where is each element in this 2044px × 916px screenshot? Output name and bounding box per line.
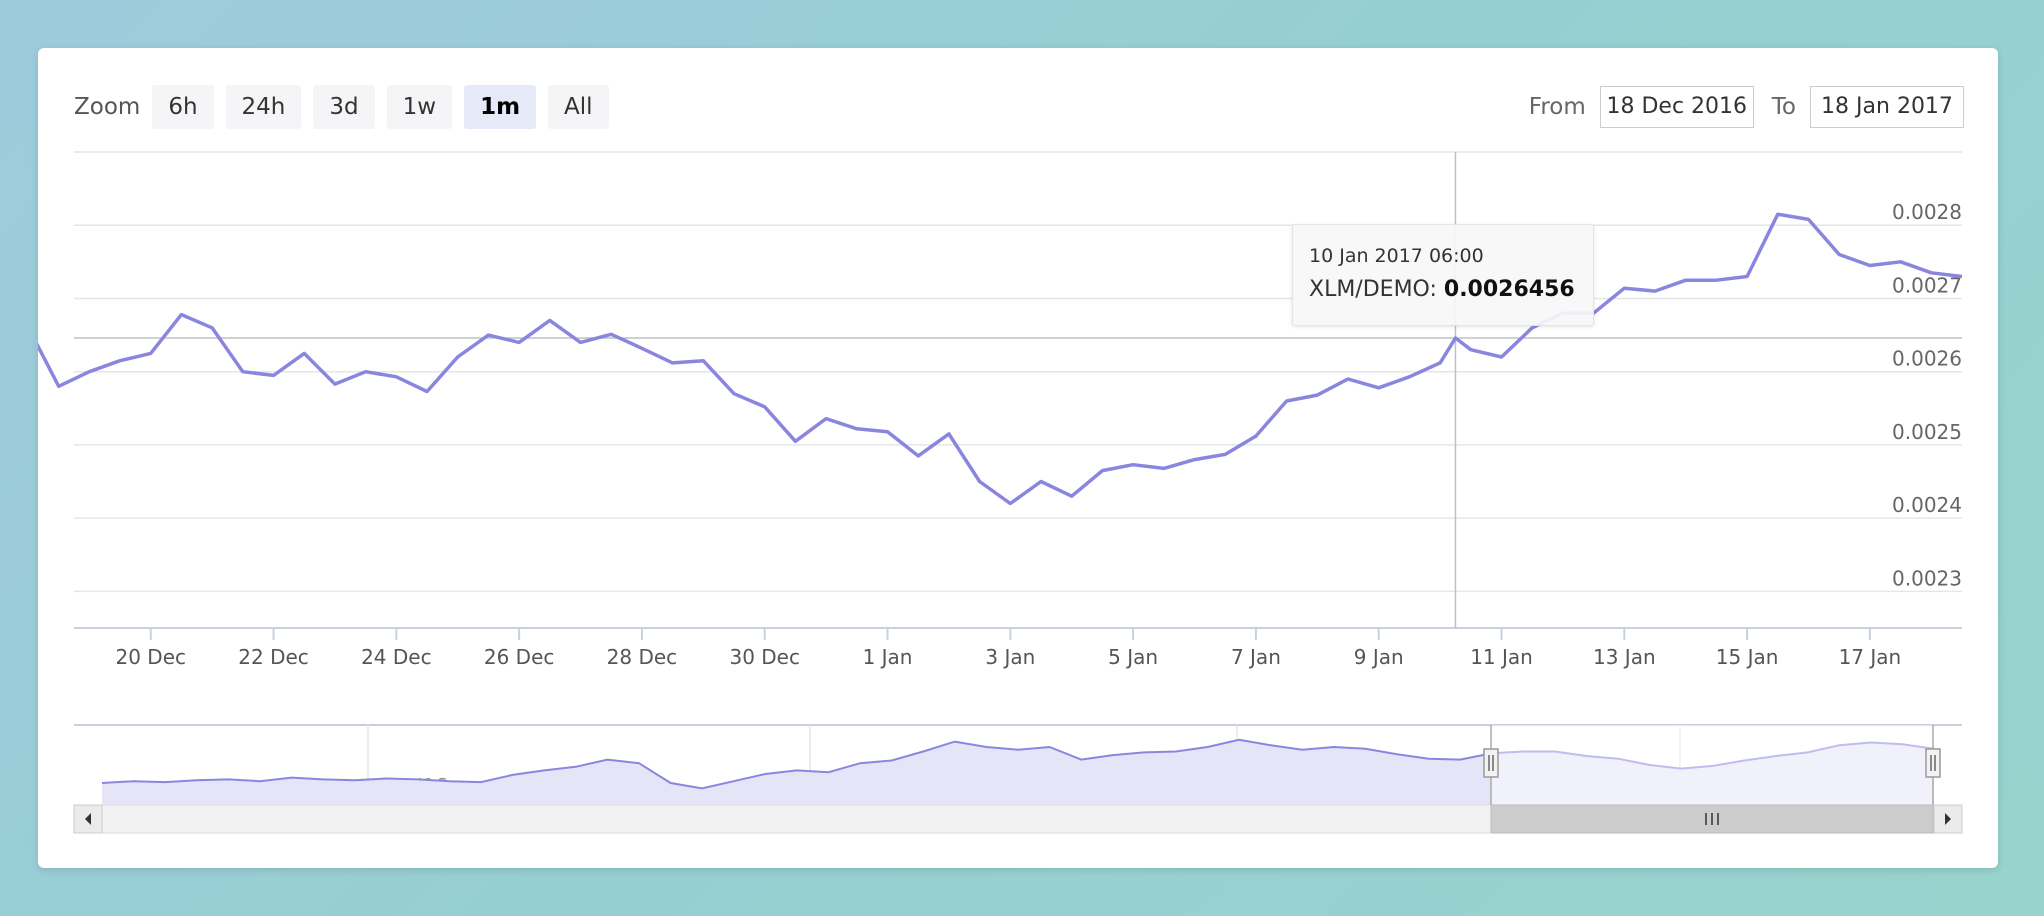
series-line-xlm-demo <box>38 212 1963 506</box>
zoom-6h-button[interactable]: 6h <box>152 85 214 129</box>
navigator-area <box>102 739 1934 805</box>
zoom-24h-button[interactable]: 24h <box>225 85 302 129</box>
x-tick-label: 28 Dec <box>607 645 678 669</box>
x-tick-label: 24 Dec <box>361 645 432 669</box>
zoom-1w-button[interactable]: 1w <box>386 85 453 129</box>
y-tick-label: 0.0024 <box>1892 493 1962 517</box>
navigator-right-handle[interactable] <box>1925 748 1941 778</box>
x-tick-label: 26 Dec <box>484 645 555 669</box>
price-chart[interactable]: 0.0023 0.0024 0.0025 0.0026 0.0027 0.0028 20 D… <box>38 48 1998 868</box>
scroll-right-arrow-icon <box>1945 813 1951 825</box>
x-tick-label: 13 Jan <box>1593 645 1656 669</box>
x-tick-label: 7 Jan <box>1231 645 1281 669</box>
x-tick-label: 20 Dec <box>115 645 186 669</box>
y-tick-label: 0.0023 <box>1892 566 1962 590</box>
zoom-3d-button[interactable]: 3d <box>313 85 375 129</box>
zoom-1m-button[interactable]: 1m <box>464 85 537 129</box>
x-tick-label: 3 Jan <box>985 645 1035 669</box>
from-label: From <box>1528 94 1586 120</box>
zoom-selector: Zoom 6h 24h 3d 1w 1m All <box>74 84 621 130</box>
tooltip-date: 10 Jan 2017 06:00 <box>1309 245 1484 267</box>
to-date-input[interactable]: 18 Jan 2017 <box>1810 86 1964 128</box>
x-tick-label: 22 Dec <box>238 645 309 669</box>
x-tick-label: 15 Jan <box>1716 645 1779 669</box>
chart-card: Zoom 6h 24h 3d 1w 1m All From 18 Dec 201… <box>38 48 1998 868</box>
from-date-input[interactable]: 18 Dec 2016 <box>1599 86 1754 128</box>
navigator-line <box>101 738 1935 790</box>
x-tick-label: 30 Dec <box>729 645 800 669</box>
x-tick-label: 5 Jan <box>1108 645 1158 669</box>
y-tick-label: 0.0027 <box>1892 273 1962 297</box>
tooltip-series-name: XLM/DEMO <box>1309 277 1430 302</box>
y-tick-label: 0.0028 <box>1892 200 1962 224</box>
date-range-selector: From 18 Dec 2016 To 18 Jan 2017 <box>1511 86 1964 128</box>
y-tick-label: 0.0025 <box>1892 420 1962 444</box>
y-tick-label: 0.0026 <box>1892 347 1962 371</box>
tooltip: 10 Jan 2017 06:00 XLM/DEMO: 0.0026456 <box>1292 224 1594 326</box>
tooltip-series: XLM/DEMO: 0.0026456 <box>1309 277 1575 302</box>
to-label: To <box>1771 94 1796 120</box>
x-tick-label: 1 Jan <box>863 645 913 669</box>
x-tick-label: 11 Jan <box>1470 645 1533 669</box>
x-tick-label: 9 Jan <box>1354 645 1404 669</box>
navigator-left-handle[interactable] <box>1483 748 1499 778</box>
navigator-selected-mask <box>1491 725 1933 805</box>
zoom-label: Zoom <box>74 94 141 120</box>
scroll-left-arrow-icon <box>85 813 91 825</box>
tooltip-value: 0.0026456 <box>1443 277 1575 302</box>
scrollbar-thumb[interactable] <box>1490 804 1934 834</box>
x-tick-label: 17 Jan <box>1839 645 1902 669</box>
zoom-all-button[interactable]: All <box>548 85 609 129</box>
